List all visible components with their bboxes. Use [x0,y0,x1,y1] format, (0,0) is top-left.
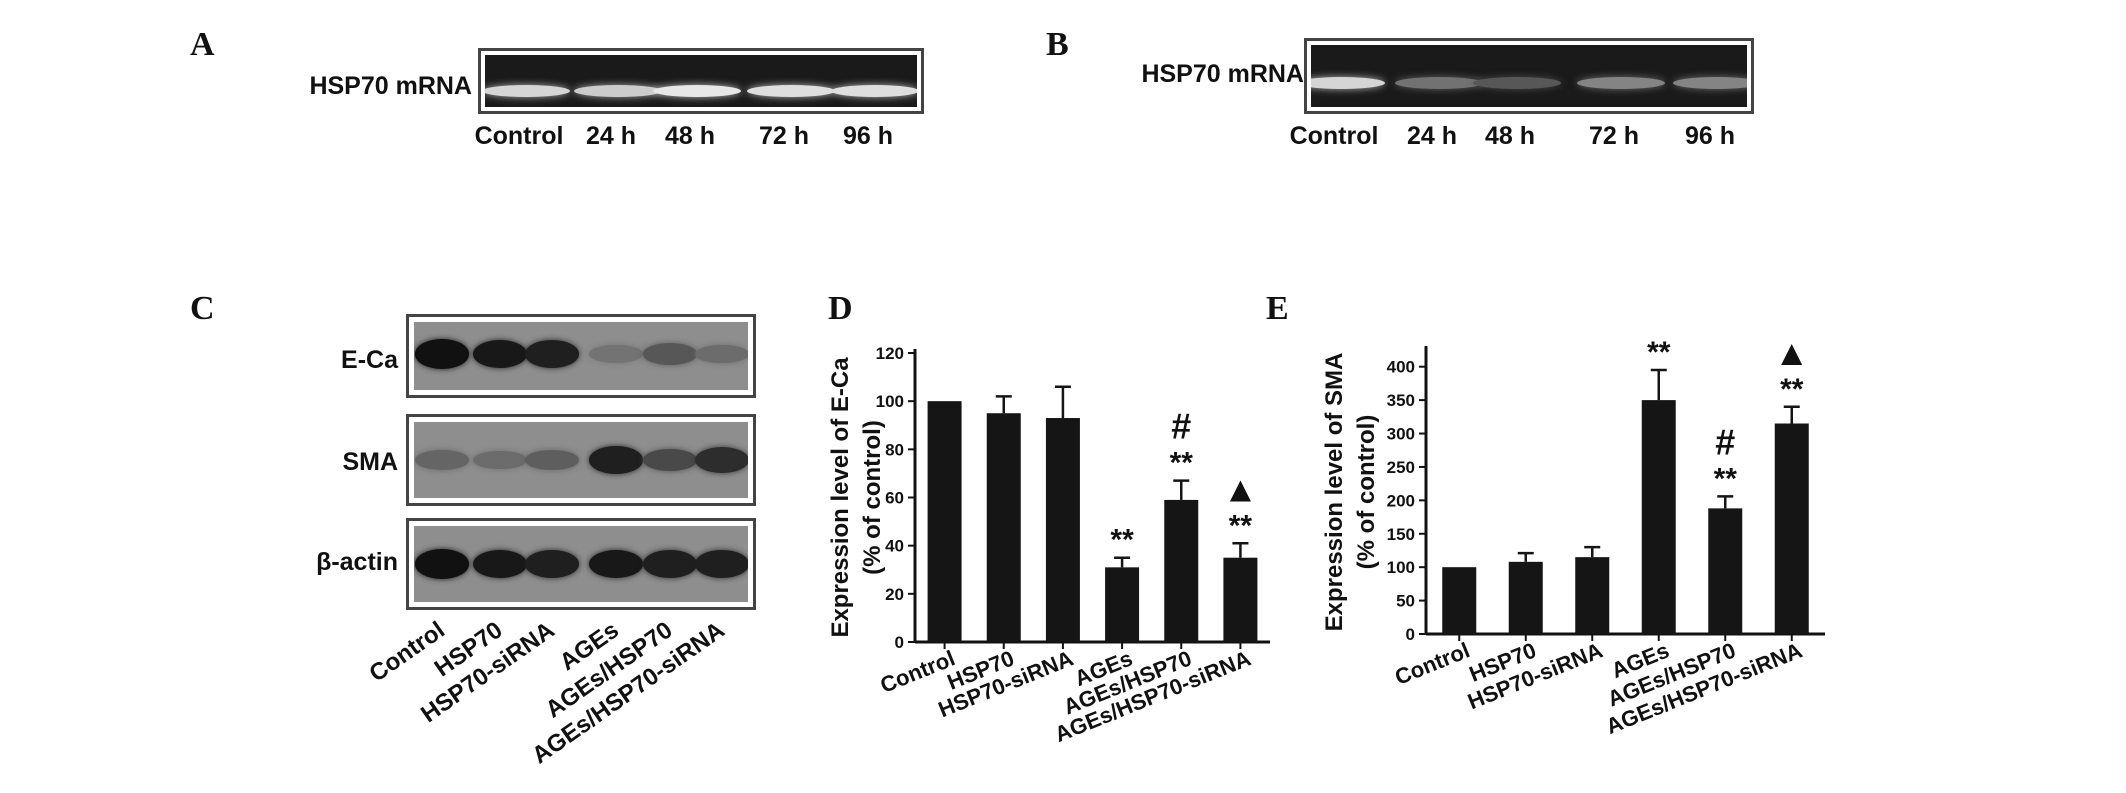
y-axis-label: Expression level of SMA [1321,353,1348,632]
gel-b-lane-label: 48 h [1484,122,1536,150]
gel-b-lane-label: 72 h [1588,122,1640,150]
blot-band [695,344,748,364]
blot-band [643,550,697,578]
y-tick-label: 400 [1387,358,1415,377]
blot-band [695,447,748,473]
y-tick-label: 100 [876,392,904,411]
y-tick-label: 200 [1387,491,1415,510]
y-tick-label: 150 [1387,525,1415,544]
panel-e-label: E [1266,290,1289,327]
y-tick-label: 120 [876,344,904,363]
panel-d-label: D [828,290,853,327]
y-tick-label: 250 [1387,458,1415,477]
bar [1708,508,1743,634]
blot-band [525,340,579,368]
gel-b-band [1673,77,1747,89]
blot-band [525,449,579,471]
bar [1575,557,1610,634]
significance-marker: ** [1714,462,1738,495]
comparison-marker: ▲ [1774,332,1810,373]
blot-band [473,549,527,579]
y-tick-label: 80 [885,440,904,459]
blot-band [695,550,748,578]
blot-band [473,339,527,369]
blot-row-label-sma: SMA [342,448,398,476]
significance-marker: ** [1170,447,1194,480]
y-axis-label: (% of control) [1353,415,1380,570]
significance-marker: ** [1110,524,1134,557]
blot-band [415,549,469,579]
gel-b-band [1473,77,1561,89]
comparison-marker: # [1715,421,1735,462]
bar [1641,400,1676,634]
bar [1774,423,1809,634]
bar [1045,418,1080,642]
panel-a-gel [478,48,924,114]
chart-e: 0 50 100 150 200 250 300 350 400 Expression level… [1321,332,1825,739]
blot-band [589,345,643,363]
bar [1105,567,1140,642]
comparison-marker: # [1171,406,1191,447]
gel-b-band [1577,77,1665,89]
x-tick-label: Control [1391,637,1473,689]
blot-actin [406,518,756,610]
y-axis-label: Expression level of E-Ca [827,357,854,638]
bar [1223,557,1258,642]
panel-b-row-label: HSP70 mRNA [1141,60,1304,88]
y-tick-label: 20 [885,585,904,604]
gel-a-lane-label: Control [474,122,564,150]
gel-a-band [653,85,741,97]
blot-lane-label: Control [364,616,450,688]
bar [1508,561,1543,634]
y-tick-label: 350 [1387,391,1415,410]
blot-band [643,448,697,472]
bar [927,401,962,642]
y-tick-label: 0 [895,633,904,652]
blot-band [643,343,697,365]
panel-a-label: A [190,26,215,63]
bar [1442,567,1477,634]
gel-a-band [747,85,835,97]
significance-marker: ** [1780,373,1804,406]
blot-row-label-actin: β-actin [316,548,398,576]
y-tick-label: 60 [885,489,904,508]
gel-b-lane-label: 24 h [1406,122,1458,150]
bar [986,413,1021,642]
blot-row-label-eca: E-Ca [341,346,398,374]
panel-c-label: C [190,290,215,327]
panel-b-gel [1304,38,1754,114]
panel-a-row-label: HSP70 mRNA [309,72,472,100]
blot-sma [406,414,756,506]
panel-b-label: B [1046,26,1069,63]
gel-a-lane-label: 96 h [842,122,894,150]
significance-marker: ** [1229,509,1253,542]
blot-band [525,550,579,578]
bar [1164,499,1199,642]
gel-b-lane-label: Control [1289,122,1379,150]
blot-band [415,339,469,369]
blot-band [589,446,643,474]
gel-a-band [574,85,662,97]
blot-band [415,450,469,470]
gel-b-band [1311,77,1385,89]
blot-eca [406,314,756,398]
gel-b-lane-label: 96 h [1684,122,1736,150]
y-tick-label: 40 [885,537,904,556]
blot-band [589,549,643,579]
chart-d: 0 20 40 60 80 100 120 Expression level of E-Ca(… [827,344,1270,747]
gel-a-band [485,85,570,97]
comparison-marker: ▲ [1223,468,1259,509]
significance-marker: ** [1647,336,1671,369]
y-tick-label: 100 [1387,558,1415,577]
gel-a-band [831,85,917,97]
gel-a-lane-label: 24 h [585,122,637,150]
y-axis-label: (% of control) [859,420,886,575]
y-tick-label: 0 [1406,625,1415,644]
y-tick-label: 300 [1387,425,1415,444]
y-tick-label: 50 [1396,592,1415,611]
gel-a-lane-label: 72 h [758,122,810,150]
gel-a-lane-label: 48 h [664,122,716,150]
blot-band [473,450,527,470]
gel-b-band [1395,77,1483,89]
